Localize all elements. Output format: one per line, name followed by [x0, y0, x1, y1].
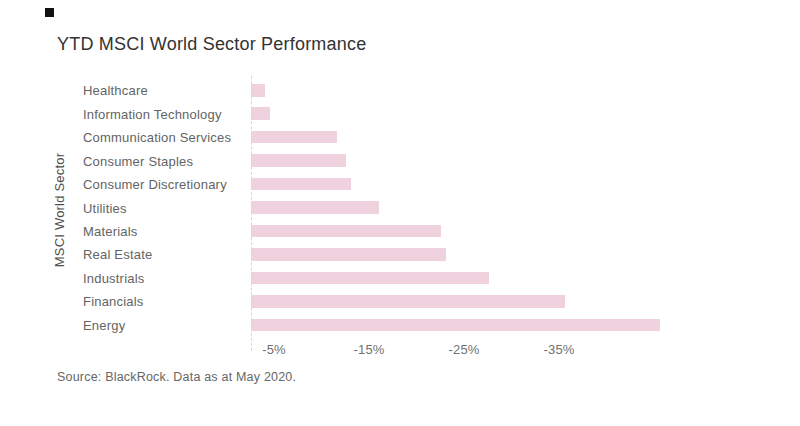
- sector-label: Real Estate: [83, 247, 152, 262]
- bar: [251, 225, 441, 238]
- bar: [251, 319, 660, 332]
- x-tick-label: -5%: [262, 342, 286, 357]
- sector-label: Consumer Discretionary: [83, 177, 227, 192]
- bar: [251, 272, 489, 285]
- bar: [251, 248, 446, 261]
- sector-label: Industrials: [83, 270, 144, 285]
- page-title: YTD MSCI World Sector Performance: [57, 34, 366, 55]
- bar: [251, 107, 270, 120]
- y-axis-title: MSCI World Sector: [52, 153, 67, 267]
- sector-label: Healthcare: [83, 83, 148, 98]
- bar: [251, 154, 346, 167]
- sector-label: Information Technology: [83, 106, 222, 121]
- bar: [251, 201, 379, 214]
- x-tick-label: -15%: [353, 342, 384, 357]
- sector-label: Financials: [83, 294, 144, 309]
- sector-label: Materials: [83, 223, 138, 238]
- source-note: Source: BlackRock. Data as at May 2020.: [57, 370, 296, 384]
- brand-square: [45, 8, 54, 17]
- bar: [251, 131, 337, 144]
- x-tick-label: -35%: [543, 342, 574, 357]
- sector-label: Energy: [83, 317, 125, 332]
- sector-label: Consumer Staples: [83, 153, 193, 168]
- bar: [251, 295, 565, 308]
- bar: [251, 178, 351, 191]
- sector-label: Utilities: [83, 200, 127, 215]
- sector-label: Communication Services: [83, 130, 231, 145]
- bar: [251, 84, 265, 97]
- chart-page: YTD MSCI World Sector Performance MSCI W…: [0, 0, 800, 426]
- x-tick-label: -25%: [448, 342, 479, 357]
